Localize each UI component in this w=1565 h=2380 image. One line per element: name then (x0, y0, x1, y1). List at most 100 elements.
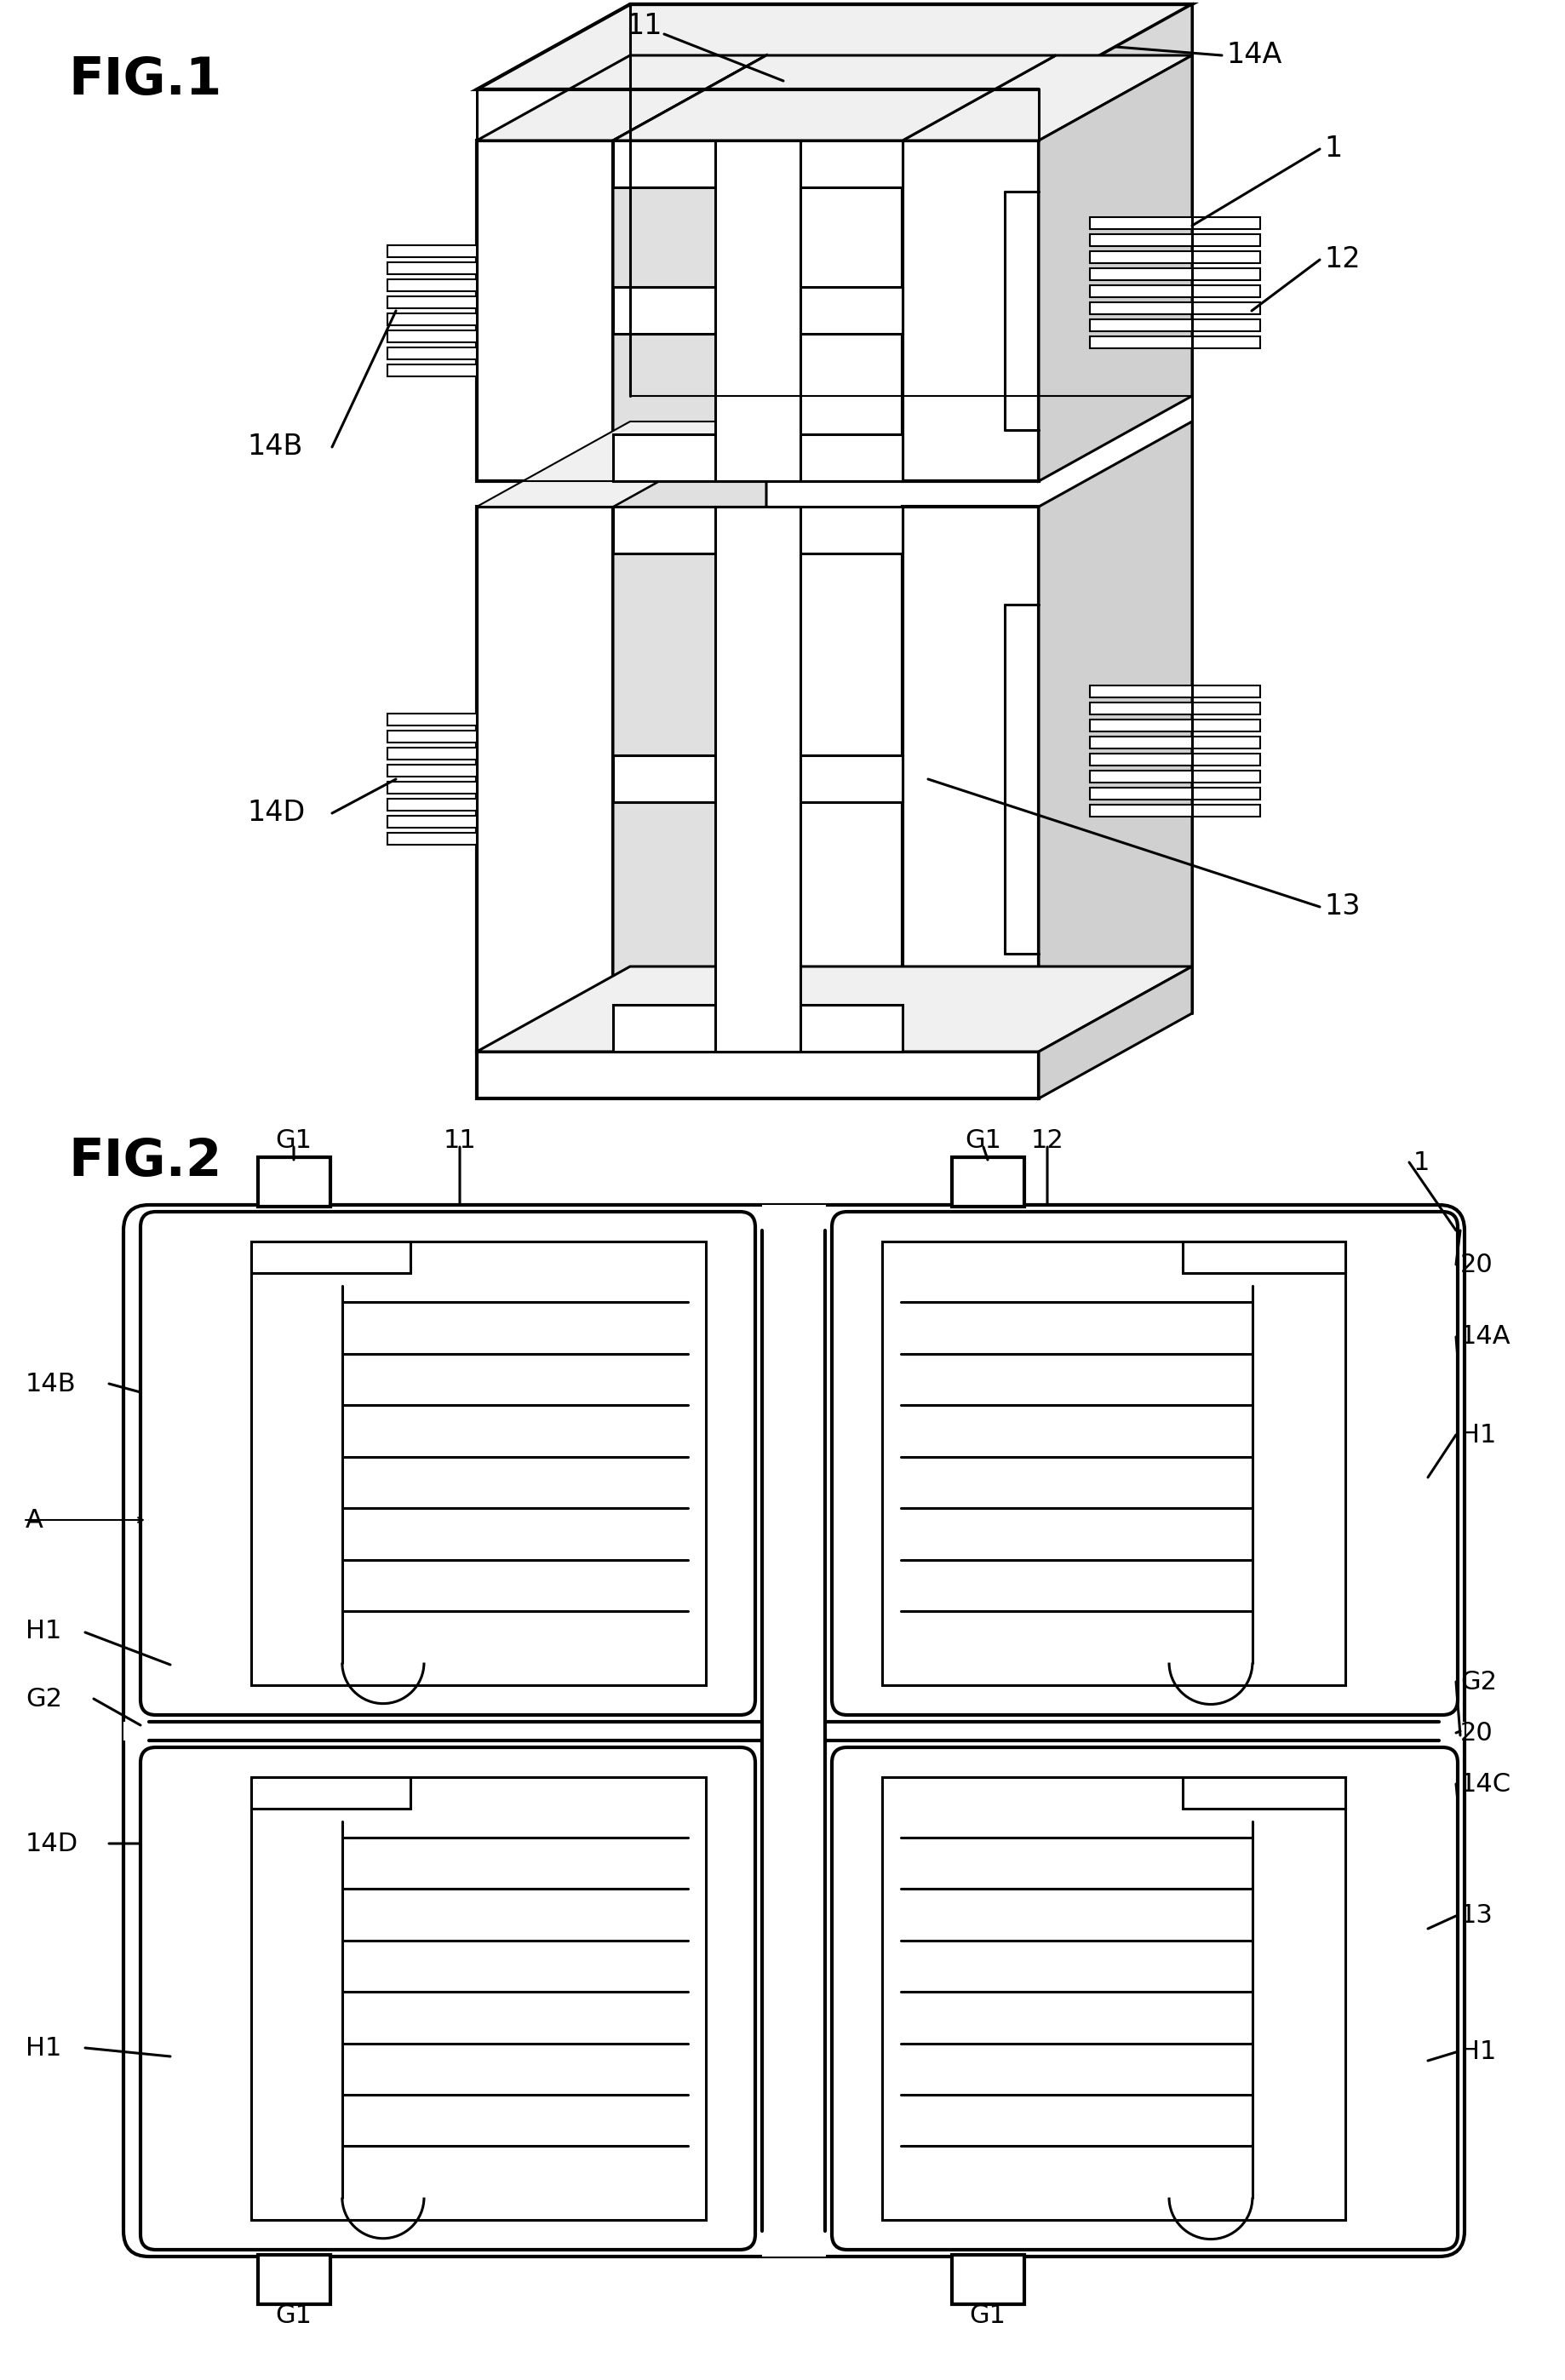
Bar (477, 507, 613, 1052)
Bar (1089, 702, 1260, 714)
Bar (477, 140, 613, 481)
Bar (1089, 319, 1260, 331)
Bar (1183, 1778, 1344, 1809)
Bar (388, 714, 477, 726)
Polygon shape (477, 55, 767, 140)
Bar (388, 278, 477, 290)
Text: H1: H1 (1460, 2040, 1496, 2063)
Text: G1: G1 (275, 1128, 311, 1154)
Bar (762, 1204, 826, 2256)
Polygon shape (477, 5, 1193, 90)
Text: 11: 11 (626, 12, 662, 40)
Polygon shape (903, 55, 1193, 140)
Bar (1089, 804, 1260, 816)
Text: 13: 13 (1324, 892, 1360, 921)
Bar (388, 833, 477, 845)
Bar (1089, 336, 1260, 347)
Bar (715, 507, 800, 1052)
Bar (1089, 302, 1260, 314)
FancyBboxPatch shape (124, 1204, 1465, 2256)
Bar (250, 1242, 410, 1273)
Bar (388, 347, 477, 359)
Text: H1: H1 (1460, 1423, 1496, 1447)
Bar (388, 800, 477, 812)
Text: A: A (25, 1507, 44, 1533)
Bar (250, 1778, 410, 1809)
Text: 11: 11 (443, 1128, 476, 1154)
Bar (1183, 1242, 1344, 1273)
Bar (883, 1778, 1344, 2221)
Bar (952, 1157, 1025, 1207)
Bar (388, 331, 477, 343)
Text: 14B: 14B (25, 1371, 77, 1397)
FancyBboxPatch shape (833, 1211, 1457, 1716)
Text: G2: G2 (1460, 1668, 1496, 1695)
Bar (1089, 754, 1260, 766)
Bar (613, 754, 903, 802)
Bar (388, 747, 477, 759)
Text: 14B: 14B (247, 433, 302, 462)
Bar (715, 140, 800, 481)
Bar (1089, 233, 1260, 245)
Bar (1089, 735, 1260, 747)
Text: G1: G1 (969, 2304, 1006, 2328)
Bar (613, 140, 903, 188)
Bar (388, 816, 477, 828)
Bar (388, 298, 477, 309)
Bar (613, 507, 903, 555)
Text: 12: 12 (1324, 245, 1360, 274)
Text: 14D: 14D (247, 800, 305, 828)
Text: FIG.1: FIG.1 (69, 55, 222, 107)
Bar (250, 1778, 706, 2221)
Bar (1089, 286, 1260, 298)
Bar (1089, 719, 1260, 731)
Bar (1089, 788, 1260, 800)
Text: 1: 1 (1324, 136, 1343, 164)
Bar (388, 731, 477, 743)
Text: 14C: 14C (1460, 1771, 1512, 1797)
Bar (613, 1004, 903, 1052)
Polygon shape (477, 421, 767, 507)
Bar (388, 262, 477, 274)
Bar (388, 781, 477, 793)
FancyBboxPatch shape (141, 1211, 756, 1716)
Bar (258, 2254, 330, 2304)
Bar (388, 364, 477, 376)
Bar (388, 764, 477, 776)
Bar (388, 314, 477, 326)
Bar (613, 288, 903, 333)
FancyBboxPatch shape (833, 1747, 1457, 2249)
Text: H1: H1 (25, 2035, 61, 2061)
Text: FIG.2: FIG.2 (69, 1138, 222, 1188)
Text: 13: 13 (1460, 1904, 1493, 1928)
Text: 1: 1 (1413, 1150, 1430, 1176)
Polygon shape (613, 421, 767, 1052)
Text: H1: H1 (25, 1618, 61, 1642)
Text: 20: 20 (1460, 1252, 1493, 1276)
Polygon shape (477, 966, 1193, 1052)
Bar (258, 1157, 330, 1207)
Text: G2: G2 (25, 1687, 63, 1711)
Bar (903, 140, 1039, 481)
Text: 14D: 14D (25, 1830, 78, 1856)
Bar (1089, 685, 1260, 697)
Text: 20: 20 (1460, 1721, 1493, 1745)
Bar (1089, 269, 1260, 281)
Bar (613, 433, 903, 481)
Bar (1089, 252, 1260, 264)
Polygon shape (613, 55, 1056, 140)
Polygon shape (1039, 5, 1193, 140)
Bar (388, 245, 477, 257)
Polygon shape (1039, 55, 1193, 481)
Bar (883, 1242, 1344, 1685)
Text: G1: G1 (966, 1128, 1002, 1154)
Text: 14A: 14A (1225, 40, 1282, 69)
Polygon shape (613, 55, 767, 481)
FancyBboxPatch shape (141, 1747, 756, 2249)
Bar (952, 2254, 1025, 2304)
Bar (124, 1721, 1465, 1740)
Bar (1089, 217, 1260, 228)
Polygon shape (1039, 421, 1193, 1052)
Text: 14A: 14A (1460, 1326, 1512, 1349)
Polygon shape (1039, 966, 1193, 1100)
